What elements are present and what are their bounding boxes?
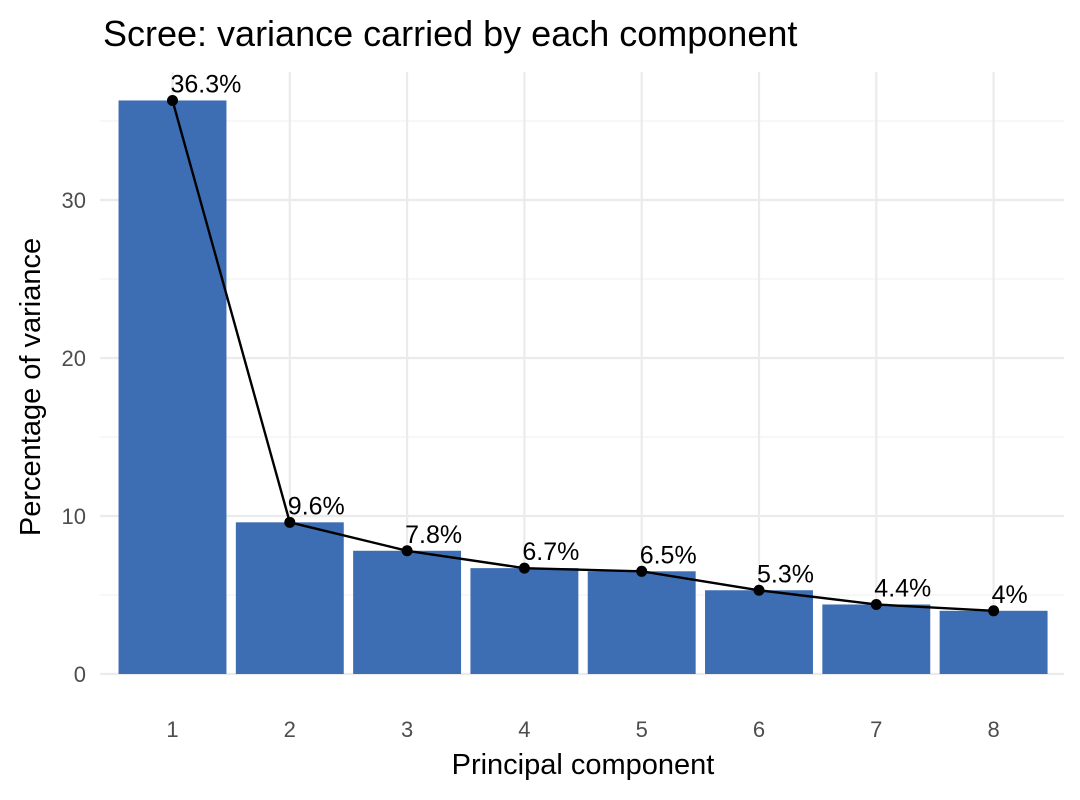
point-pc6 bbox=[753, 584, 765, 596]
data-label-pc6: 5.3% bbox=[757, 560, 814, 588]
bar-pc1 bbox=[118, 100, 227, 674]
data-label-pc2: 9.6% bbox=[288, 492, 345, 520]
bars bbox=[118, 100, 1048, 674]
point-pc5 bbox=[636, 565, 648, 577]
points bbox=[167, 94, 1000, 617]
y-tick-labels: 0 10 20 30 bbox=[62, 188, 86, 687]
point-pc1 bbox=[167, 94, 178, 106]
data-label-pc5: 6.5% bbox=[640, 541, 697, 569]
y-tick-label: 0 bbox=[74, 662, 86, 687]
bar-pc4 bbox=[470, 568, 579, 674]
bar-pc7 bbox=[822, 604, 931, 674]
x-tick-label: 5 bbox=[636, 717, 648, 742]
bar-pc3 bbox=[353, 550, 462, 674]
x-tick-labels: 1 2 3 4 5 6 7 8 bbox=[166, 717, 999, 742]
data-label-pc3: 7.8% bbox=[405, 521, 462, 549]
data-label-pc1: 36.3% bbox=[171, 70, 242, 98]
y-tick-label: 20 bbox=[62, 346, 86, 371]
data-labels: 36.3% 9.6% 7.8% 6.7% 6.5% 5.3% 4.4% 4% bbox=[171, 70, 1028, 608]
x-tick-label: 7 bbox=[870, 717, 882, 742]
y-tick-label: 10 bbox=[62, 504, 86, 529]
x-tick-label: 1 bbox=[166, 717, 178, 742]
point-pc2 bbox=[284, 516, 296, 528]
x-tick-label: 6 bbox=[753, 717, 765, 742]
x-tick-label: 4 bbox=[518, 717, 530, 742]
point-pc3 bbox=[401, 545, 413, 557]
data-label-pc7: 4.4% bbox=[874, 574, 931, 602]
x-tick-label: 2 bbox=[284, 717, 296, 742]
bar-pc8 bbox=[939, 610, 1048, 674]
y-tick-label: 30 bbox=[62, 188, 86, 213]
data-label-pc8: 4% bbox=[992, 581, 1028, 609]
point-pc7 bbox=[870, 598, 882, 610]
chart-title: Scree: variance carried by each componen… bbox=[103, 13, 797, 54]
y-axis-title: Percentage of variance bbox=[15, 238, 47, 536]
x-axis-title: Principal component bbox=[452, 749, 715, 781]
x-tick-label: 3 bbox=[401, 717, 413, 742]
x-tick-label: 8 bbox=[987, 717, 999, 742]
bar-pc5 bbox=[587, 571, 696, 674]
point-pc8 bbox=[988, 605, 1000, 617]
bar-pc6 bbox=[705, 590, 813, 674]
scree-line bbox=[171, 100, 994, 612]
data-label-pc4: 6.7% bbox=[522, 538, 579, 566]
point-pc4 bbox=[518, 562, 530, 574]
bar-pc2 bbox=[235, 522, 344, 674]
